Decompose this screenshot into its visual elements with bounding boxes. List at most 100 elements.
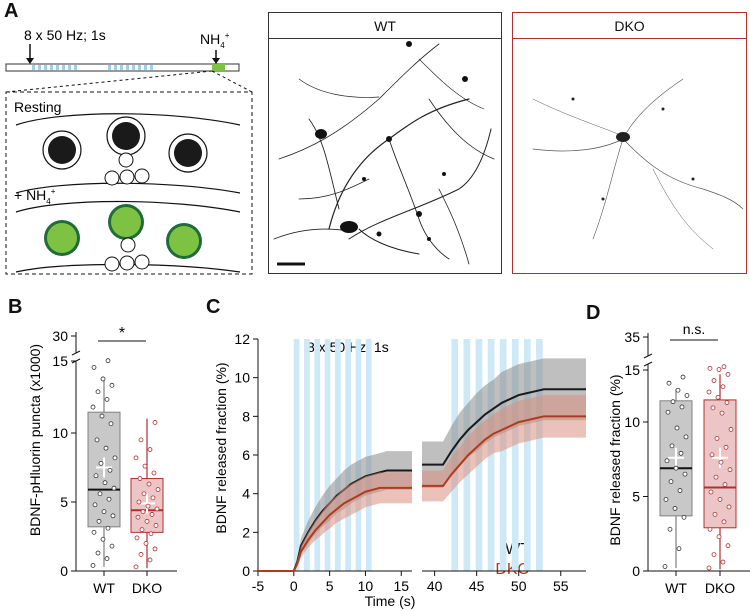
nh4-label: NH4+: [200, 31, 230, 50]
chart-d-point-dko: [722, 482, 728, 487]
chart-d-point-wt: [678, 450, 684, 456]
chart-d-point-dko: [724, 400, 730, 405]
chart-d-point-dko: [708, 489, 714, 495]
chart-c-stim-pulse-1: [314, 339, 321, 571]
stim-arrow-head: [26, 58, 34, 64]
chart-d-point-dko: [715, 394, 721, 400]
inset-box: [5, 91, 253, 275]
chart-b-point-wt: [93, 473, 99, 479]
chart-b-point-wt: [111, 485, 117, 491]
chart-c-stim-pulse-1: [345, 339, 351, 571]
chart-b-point-wt: [97, 491, 103, 497]
chart-b-point-wt: [109, 382, 115, 388]
chart-b-y-tick-label: 15: [52, 353, 68, 369]
chart-b-point-dko: [154, 506, 160, 512]
chart-d-point-dko: [721, 364, 727, 370]
chart-c-line-dko-2: [422, 415, 586, 487]
chart-b-point-dko: [139, 527, 145, 533]
chart-b-point-wt: [90, 563, 96, 568]
chart-d-x-tick-label: WT: [665, 580, 687, 596]
chart-c-stim-pulse-2: [523, 339, 531, 571]
chart-d-axis-break-1: [643, 361, 653, 367]
chart-d-point-wt: [672, 506, 678, 511]
chart-d-point-wt: [681, 514, 687, 520]
chart-d-point-wt: [663, 497, 669, 502]
chart-c-band-dko-1: [258, 472, 412, 571]
chart-c-stim-pulse-2: [511, 339, 519, 571]
chart-d-point-dko: [716, 367, 722, 372]
chart-b-point-wt: [91, 365, 97, 370]
chart-b-point-wt: [105, 525, 111, 531]
chart-c-x-tick-label: 55: [553, 578, 569, 594]
resting-label: Resting: [14, 99, 61, 115]
chart-d-point-wt: [668, 479, 674, 485]
chart-b-point-wt: [101, 509, 107, 515]
chart-d-point-wt: [682, 471, 688, 477]
chart-b-point-dko: [136, 499, 142, 505]
chart-b-point-dko: [153, 523, 159, 528]
chart-c-y-tick-label: 2: [242, 524, 250, 540]
chart-d-point-wt: [676, 546, 682, 552]
chart-c-x-tick-label: 50: [511, 578, 527, 594]
chart-b-point-wt: [98, 460, 104, 466]
wt-image-title: WT: [269, 13, 501, 39]
chart-b-point-wt: [112, 455, 118, 461]
chart-d-point-wt: [665, 409, 671, 415]
panel-a-schematic: 8 x 50 Hz; 1s NH4+ Resting: [0, 0, 258, 276]
chart-d-point-wt: [684, 393, 690, 398]
chart-c-y-tick-label: 8: [242, 408, 250, 424]
chart-d-point-dko: [723, 444, 729, 450]
panel-a-letter: A: [4, 0, 19, 22]
chart-b-point-wt: [95, 389, 101, 395]
chart-c-x-tick-label: 45: [469, 578, 485, 594]
chart-b-point-wt: [99, 413, 105, 419]
chart-d-point-dko: [719, 410, 725, 416]
chart-d-point-dko: [716, 534, 722, 540]
chart-b-point-dko: [155, 487, 161, 492]
nh4-vesicles: [44, 204, 202, 272]
chart-c-stim-pulse-1: [365, 339, 372, 571]
chart-d-point-dko: [726, 504, 732, 510]
stim-label: 8 x 50 Hz; 1s: [24, 27, 106, 43]
chart-c-x-tick-label: 40: [427, 578, 443, 594]
chart-d-point-dko: [720, 384, 726, 390]
chart-d-point-dko: [727, 467, 733, 473]
chart-c-xlabel: Time (s): [365, 593, 416, 609]
chart-d-point-wt: [669, 443, 675, 449]
chart-b-point-wt: [96, 518, 102, 524]
chart-d: BDNF released fraction (%) n.s. 0 5 10 15 35…: [607, 321, 750, 596]
chart-c-stim-pulse-1: [304, 339, 310, 571]
chart-b-point-wt: [103, 445, 109, 451]
dko-image-title: DKO: [513, 13, 746, 39]
nh4-arrow-head: [212, 58, 220, 64]
chart-c-stim-pulse-1: [335, 339, 341, 571]
chart-d-point-wt: [677, 488, 683, 493]
chart-d-y-tick-label: 15: [624, 362, 640, 378]
chart-b-point-dko: [150, 495, 156, 501]
chart-c-x-tick-label: 0: [290, 578, 298, 594]
chart-b-point-dko: [152, 546, 158, 552]
chart-d-point-dko: [714, 435, 720, 441]
chart-c-stim-pulse-2: [536, 339, 543, 571]
chart-b-point-dko: [147, 447, 153, 452]
chart-d-point-dko: [728, 427, 734, 432]
resting-vesicles: [42, 116, 208, 186]
chart-b-y-tick-label: 10: [52, 425, 68, 441]
chart-c-band-dko-2: [422, 395, 586, 502]
chart-d-x-tick-label: DKO: [705, 580, 735, 596]
resting-membrane-bottom: [15, 182, 241, 194]
chart-b-point-dko: [134, 535, 140, 541]
chart-b-point-wt: [94, 437, 100, 443]
chart-b-point-dko: [138, 437, 144, 443]
chart-c-y-tick-label: 4: [242, 486, 250, 502]
chart-d-point-dko: [721, 519, 727, 525]
chart-d-y-tick-label: 5: [632, 489, 640, 505]
chart-c-stim-pulse-1: [355, 339, 362, 571]
chart-d-point-dko: [725, 543, 731, 549]
panel-b-letter: B: [8, 296, 23, 318]
chart-b-point-dko: [142, 463, 148, 469]
chart-b-point-dko: [151, 470, 157, 476]
chart-b-point-wt: [100, 376, 106, 382]
chart-d-point-wt: [679, 404, 685, 410]
chart-d-point-wt: [662, 564, 668, 569]
